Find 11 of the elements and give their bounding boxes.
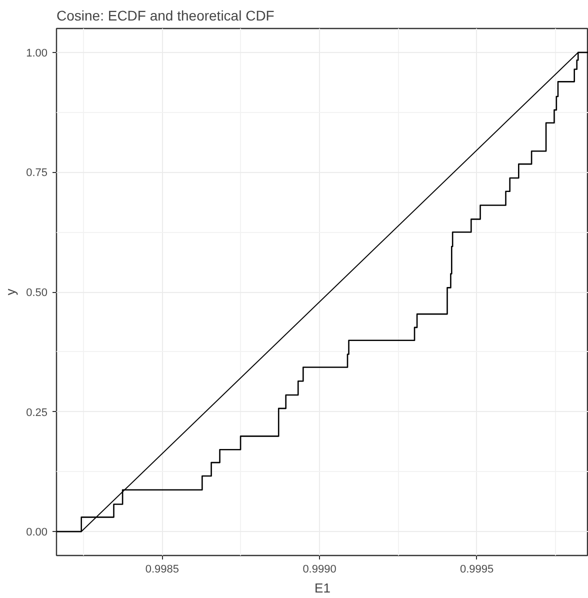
x-tick-label: 0.9985 [145, 564, 180, 576]
y-tick-label: 0.25 [26, 406, 48, 419]
x-axis-title: E1 [314, 580, 330, 596]
chart-title: Cosine: ECDF and theoretical CDF [56, 8, 274, 24]
y-tick-label: 0.00 [26, 526, 48, 539]
y-axis-title: y [3, 288, 18, 296]
y-tick-label: 0.50 [26, 287, 48, 299]
y-tick-label: 1.00 [26, 47, 48, 60]
x-tick-label: 0.9995 [460, 564, 494, 576]
y-tick-label: 0.75 [26, 167, 48, 180]
x-tick-label: 0.9990 [302, 564, 336, 576]
